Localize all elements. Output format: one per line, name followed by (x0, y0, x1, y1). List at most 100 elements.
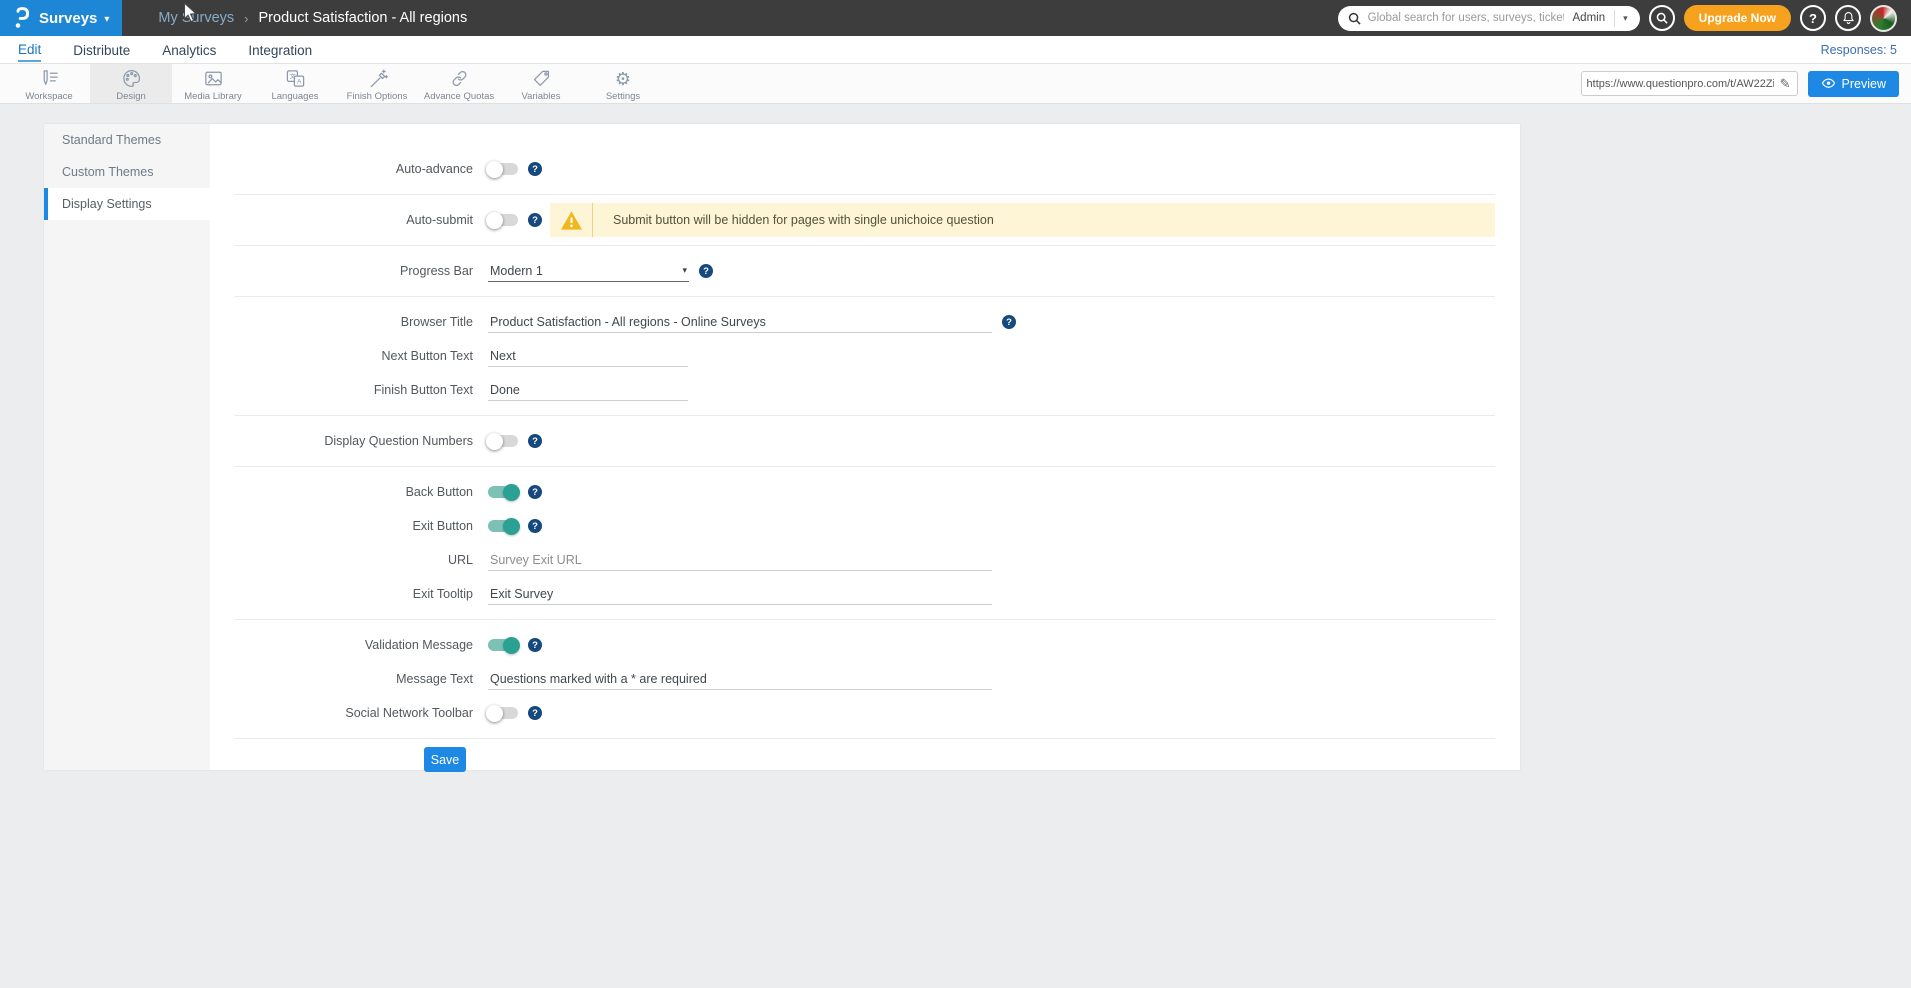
responses-count[interactable]: Responses: 5 (1820, 42, 1897, 57)
preview-button[interactable]: Preview (1807, 70, 1899, 97)
sidebar-item-custom-themes[interactable]: Custom Themes (62, 165, 154, 179)
content-area: Standard Themes Custom Themes Display Se… (0, 104, 1911, 772)
exit-url-input[interactable] (488, 549, 992, 571)
progress-bar-select[interactable]: Modern 1 ▾ (488, 261, 689, 282)
settings-icon: ⚙ (614, 68, 632, 89)
exit-url-row: URL (235, 543, 1495, 577)
back-button-toggle[interactable] (488, 483, 520, 501)
divider (235, 194, 1495, 195)
finish-button-text-input[interactable] (488, 379, 688, 401)
search-icon (1656, 12, 1668, 24)
chevron-down-icon: ▾ (682, 265, 687, 275)
help-icon[interactable]: ? (528, 485, 542, 499)
browser-title-label: Browser Title (400, 315, 473, 329)
help-icon[interactable]: ? (528, 434, 542, 448)
progress-bar-row: Progress Bar Modern 1 ▾ ? (235, 254, 1495, 288)
exit-tooltip-label: Exit Tooltip (412, 587, 473, 601)
topbar: Surveys ▾ My Surveys › Product Satisfact… (0, 0, 1911, 36)
breadcrumb-survey-title: Product Satisfaction - All regions (258, 10, 468, 26)
workspace-icon (39, 68, 60, 89)
upgrade-now-button[interactable]: Upgrade Now (1683, 5, 1791, 31)
breadcrumb: My Surveys › Product Satisfaction - All … (158, 10, 467, 26)
toolbar-item-media-library[interactable]: Media Library (172, 64, 254, 103)
search-button[interactable] (1648, 5, 1675, 31)
back-button-label: Back Button (405, 485, 473, 499)
validation-message-toggle[interactable] (488, 636, 520, 654)
product-switcher[interactable]: Surveys ▾ (0, 0, 123, 36)
auto-submit-row: Auto-submit ? Submit button will be hidd… (235, 203, 1495, 237)
help-icon[interactable]: ? (528, 213, 542, 227)
search-scope-label: Admin (1572, 12, 1606, 24)
user-avatar[interactable] (1870, 4, 1897, 32)
questionpro-logo-icon (15, 7, 30, 28)
eye-icon (1821, 78, 1835, 88)
breadcrumb-my-surveys[interactable]: My Surveys (158, 10, 235, 26)
help-icon[interactable]: ? (1002, 315, 1016, 329)
exit-button-label: Exit Button (412, 519, 473, 533)
survey-url-box[interactable]: https://www.questionpro.com/t/AW22ZiOP ✎ (1580, 71, 1798, 96)
nav-tab-integration[interactable]: Integration (248, 42, 313, 58)
progress-bar-value: Modern 1 (490, 263, 543, 278)
notifications-button[interactable] (1835, 5, 1861, 31)
next-button-text-input[interactable] (488, 345, 688, 367)
display-question-numbers-toggle[interactable] (486, 432, 518, 450)
next-button-text-label: Next Button Text (381, 349, 474, 363)
social-network-toolbar-toggle[interactable] (486, 704, 518, 722)
save-button[interactable]: Save (424, 747, 466, 772)
exit-tooltip-input[interactable] (488, 583, 992, 605)
sidebar-item-display-settings[interactable]: Display Settings (44, 188, 210, 220)
next-button-text-row: Next Button Text (235, 339, 1495, 373)
social-network-toolbar-label: Social Network Toolbar (345, 706, 473, 720)
auto-advance-toggle[interactable] (486, 160, 518, 178)
finish-options-icon (367, 68, 388, 89)
validation-message-label: Validation Message (364, 638, 473, 652)
nav-tab-analytics[interactable]: Analytics (162, 42, 217, 58)
search-scope-dropdown-icon[interactable]: ▾ (1623, 12, 1628, 23)
auto-advance-label: Auto-advance (395, 162, 473, 176)
toolbar-item-settings[interactable]: ⚙ Settings (605, 68, 641, 103)
survey-nav: Edit Distribute Analytics Integration Re… (0, 36, 1911, 63)
message-text-input[interactable] (488, 668, 992, 690)
toolbar-item-workspace[interactable]: Workspace (8, 64, 90, 103)
exit-button-toggle[interactable] (488, 517, 520, 535)
sidebar-item-standard-themes[interactable]: Standard Themes (62, 133, 162, 147)
global-search[interactable]: Admin ▾ (1337, 5, 1640, 31)
warning-text: Submit button will be hidden for pages w… (613, 213, 994, 227)
help-icon[interactable]: ? (699, 264, 713, 278)
auto-advance-row: Auto-advance ? (235, 152, 1495, 186)
divider (592, 203, 593, 237)
help-button[interactable]: ? (1800, 5, 1826, 31)
auto-submit-toggle[interactable] (486, 211, 518, 229)
message-text-label: Message Text (396, 672, 473, 686)
divider (1614, 9, 1616, 27)
breadcrumb-separator-icon: › (244, 10, 249, 26)
browser-title-input[interactable] (488, 311, 992, 333)
finish-button-text-label: Finish Button Text (373, 383, 473, 397)
edit-url-icon[interactable]: ✎ (1779, 75, 1791, 91)
exit-button-row: Exit Button ? (235, 509, 1495, 543)
divider (235, 738, 1495, 739)
toolbar-item-finish-options[interactable]: Finish Options (336, 64, 418, 103)
help-icon[interactable]: ? (528, 638, 542, 652)
display-settings-panel: Standard Themes Custom Themes Display Se… (44, 124, 1520, 772)
help-icon[interactable]: ? (528, 162, 542, 176)
progress-bar-label: Progress Bar (400, 264, 473, 278)
search-input[interactable] (1367, 12, 1564, 24)
help-icon[interactable]: ? (528, 519, 542, 533)
divider (235, 466, 1495, 467)
chevron-down-icon: ▾ (104, 13, 110, 25)
back-button-row: Back Button ? (235, 475, 1495, 509)
validation-message-row: Validation Message ? (235, 628, 1495, 662)
themes-sidebar: Standard Themes Custom Themes Display Se… (44, 124, 210, 770)
nav-tab-edit[interactable]: Edit (18, 38, 42, 62)
help-icon[interactable]: ? (528, 706, 542, 720)
divider (235, 296, 1495, 297)
nav-tab-distribute[interactable]: Distribute (73, 42, 131, 58)
toolbar-item-variables[interactable]: Variables (500, 64, 582, 103)
browser-title-row: Browser Title ? (235, 305, 1495, 339)
toolbar-item-design[interactable]: Design (90, 64, 172, 103)
toolbar-item-advance-quotas[interactable]: Advance Quotas (418, 64, 500, 103)
survey-url-text: https://www.questionpro.com/t/AW22ZiOP (1586, 77, 1774, 90)
